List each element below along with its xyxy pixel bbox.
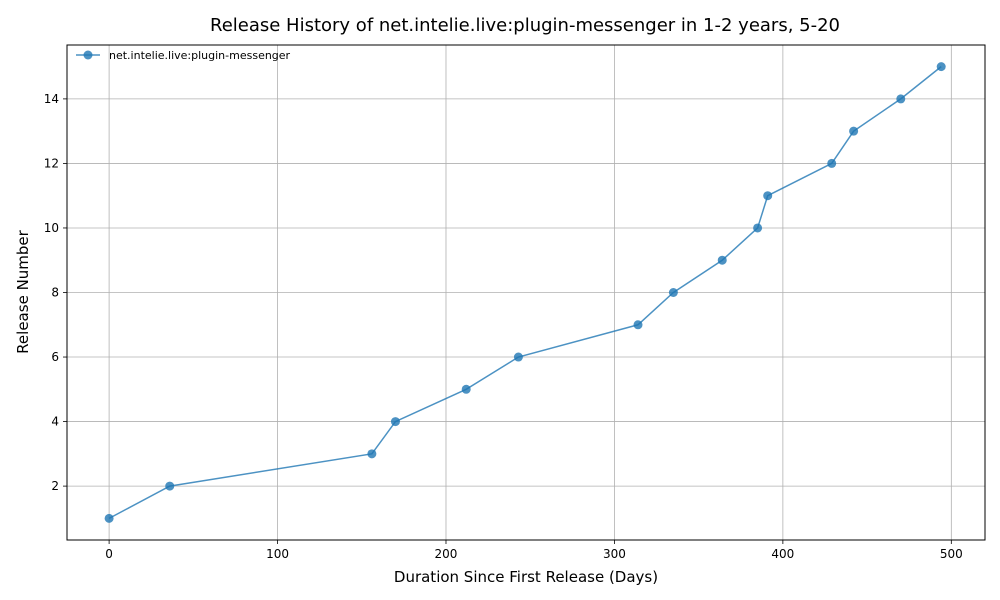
data-point: [390, 417, 400, 427]
data-point: [936, 62, 946, 72]
legend-marker-sample: [83, 50, 93, 60]
data-point: [753, 223, 763, 233]
series-layer: [104, 62, 946, 523]
grid-lines: [67, 45, 985, 540]
x-tick-label: 500: [940, 547, 963, 561]
y-tick-label: 4: [51, 415, 59, 429]
data-point: [165, 481, 175, 491]
data-point: [827, 158, 837, 168]
y-tick-label: 6: [51, 350, 59, 364]
legend-entry-label: net.intelie.live:plugin-messenger: [109, 49, 291, 62]
x-tick-label: 0: [105, 547, 113, 561]
data-point: [633, 320, 643, 330]
data-point: [461, 384, 471, 394]
data-point: [104, 513, 114, 523]
y-axis-ticks: 2 4 6 8 10 12 14: [44, 92, 67, 493]
data-point: [668, 288, 678, 297]
x-axis-label: Duration Since First Release (Days): [394, 568, 658, 586]
plot-frame: [66, 44, 986, 541]
data-point: [896, 94, 906, 104]
data-point: [763, 191, 773, 201]
x-tick-label: 200: [435, 547, 458, 561]
x-tick-label: 100: [266, 547, 289, 561]
legend: net.intelie.live:plugin-messenger: [76, 49, 291, 62]
y-tick-label: 2: [51, 479, 59, 493]
chart-title: Release History of net.intelie.live:plug…: [210, 15, 840, 36]
data-point: [849, 126, 859, 136]
x-tick-label: 300: [603, 547, 626, 561]
y-tick-label: 14: [44, 92, 59, 106]
x-tick-label: 400: [771, 547, 794, 561]
y-axis-label: Release Number: [14, 229, 32, 353]
y-tick-label: 12: [44, 156, 59, 170]
y-tick-label: 10: [44, 221, 59, 235]
data-point: [367, 449, 377, 459]
data-point: [513, 352, 523, 362]
data-point: [717, 255, 727, 265]
x-axis-ticks: 0 100 200 300 400 500: [105, 540, 963, 561]
y-tick-label: 8: [51, 286, 59, 300]
